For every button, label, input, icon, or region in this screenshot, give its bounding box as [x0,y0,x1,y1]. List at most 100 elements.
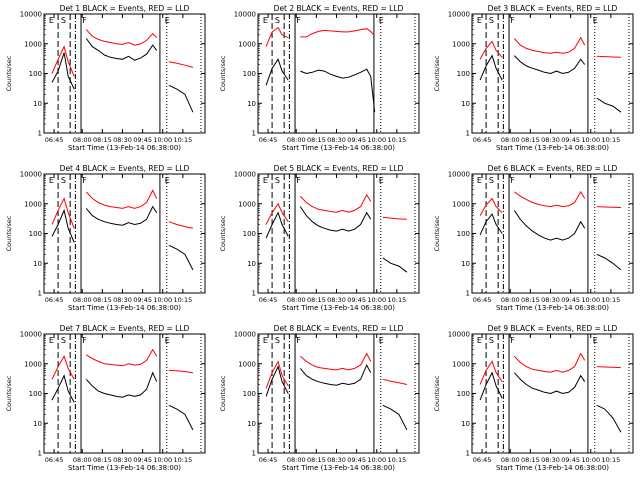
x-tick-label: 10:15 [601,456,620,464]
x-tick-label: 09:45 [561,296,580,304]
marker-label: F [510,16,515,25]
marker-label: S [489,176,494,185]
marker-label: E [49,176,54,185]
x-tick-label: 09:45 [561,136,580,144]
x-tick-label: 08:00 [73,296,92,304]
series-line-lld [479,36,621,60]
y-axis-label: Counts/sec [5,375,13,411]
series-line-events [265,206,408,273]
x-tick-label: 08:00 [501,296,520,304]
x-axis-label: Start Time (13-Feb-14 06:38:00) [496,304,609,312]
chart-panel-det-2: Det 2 BLACK = Events, RED = LLD 1 10 100 100… [219,4,420,152]
x-tick-label: 08:00 [501,136,520,144]
x-tick-label: 08:15 [307,456,326,464]
marker-label: S [489,336,494,345]
panel-title: Det 2 BLACK = Events, RED = LLD [274,4,404,13]
y-axis-label: Counts/sec [433,375,441,411]
panel-title: Det 5 BLACK = Events, RED = LLD [274,164,404,173]
x-tick-label: 06:45 [45,296,64,304]
y-tick-label: 10 [33,420,42,428]
y-tick-label: 100 [457,390,470,398]
x-tick-label: 08:00 [501,456,520,464]
x-axis-label: Start Time (13-Feb-14 06:38:00) [282,304,395,312]
x-tick-label: 10:15 [173,296,192,304]
marker-label: F [296,336,301,345]
y-tick-label: 100 [29,230,42,238]
y-tick-label: 100 [243,70,256,78]
marker-label: F [82,16,87,25]
x-tick-label: 08:15 [521,456,540,464]
x-tick-label: 08:00 [287,456,306,464]
chart-panel-det-4: Det 4 BLACK = Events, RED = LLD 1 10 100 100… [5,164,206,312]
x-tick-label: 08:00 [73,456,92,464]
series-line-events [479,371,622,433]
x-tick-label: 06:45 [45,456,64,464]
y-tick-label: 1000 [238,200,256,208]
y-tick-label: 10000 [234,11,256,19]
y-tick-label: 10000 [448,11,470,19]
series-line-events [479,210,622,271]
x-tick-label: 09:45 [133,296,152,304]
marker-label: E [477,176,482,185]
y-tick-label: 10000 [234,331,256,339]
y-tick-label: 10000 [20,11,42,19]
series-line-events [265,58,376,113]
x-tick-label: 08:30 [541,296,560,304]
y-tick-label: 1000 [24,360,42,368]
chart-panel-det-6: Det 6 BLACK = Events, RED = LLD 1 10 100 100… [433,164,634,312]
marker-label: S [489,16,494,25]
x-tick-label: 10:00 [367,296,386,304]
x-tick-label: 10:00 [153,456,172,464]
x-tick-label: 10:15 [387,136,406,144]
x-axis-label: Start Time (13-Feb-14 06:38:00) [496,144,609,152]
x-tick-label: 10:15 [387,296,406,304]
series-line-events [51,38,194,113]
x-tick-label: 10:15 [601,296,620,304]
panel-title: Det 3 BLACK = Events, RED = LLD [488,4,618,13]
marker-label: E [165,16,170,25]
panel-frame [257,173,420,294]
x-tick-label: 06:45 [259,456,278,464]
x-tick-label: 10:00 [581,456,600,464]
y-tick-label: 1000 [452,200,470,208]
x-tick-label: 08:00 [287,136,306,144]
series-line-lld [479,190,621,216]
chart-panel-det-1: Det 1 BLACK = Events, RED = LLD 1 10 100 100… [5,4,206,152]
x-axis-label: Start Time (13-Feb-14 06:38:00) [68,464,181,472]
series-line-lld [51,189,194,229]
x-tick-label: 10:00 [367,456,386,464]
x-tick-label: 08:15 [93,456,112,464]
y-tick-label: 10 [247,260,256,268]
marker-label: S [275,336,280,345]
marker-label: F [510,176,515,185]
y-tick-label: 10 [247,420,256,428]
x-tick-label: 06:45 [473,296,492,304]
x-axis-label: Start Time (13-Feb-14 06:38:00) [282,464,395,472]
x-tick-label: 08:30 [113,136,132,144]
panel-title: Det 1 BLACK = Events, RED = LLD [60,4,190,13]
x-axis-label: Start Time (13-Feb-14 06:38:00) [496,464,609,472]
x-tick-label: 06:45 [473,456,492,464]
marker-label: E [263,176,268,185]
y-tick-label: 1 [466,290,470,298]
y-tick-label: 1 [252,130,256,138]
x-tick-label: 10:15 [387,456,406,464]
marker-label: F [82,336,87,345]
marker-label: S [61,176,66,185]
x-tick-label: 08:30 [327,136,346,144]
y-tick-label: 100 [29,70,42,78]
y-tick-label: 1 [252,450,256,458]
marker-label: E [49,16,54,25]
y-tick-label: 10 [33,100,42,108]
panel-frame [257,333,420,454]
marker-label: S [275,16,280,25]
y-tick-label: 1 [38,450,42,458]
series-line-lld [265,26,376,47]
marker-label: E [379,336,384,345]
marker-label: E [49,336,54,345]
series-line-events [479,54,622,113]
y-tick-label: 1 [38,290,42,298]
x-tick-label: 08:00 [287,296,306,304]
x-tick-label: 09:45 [347,296,366,304]
